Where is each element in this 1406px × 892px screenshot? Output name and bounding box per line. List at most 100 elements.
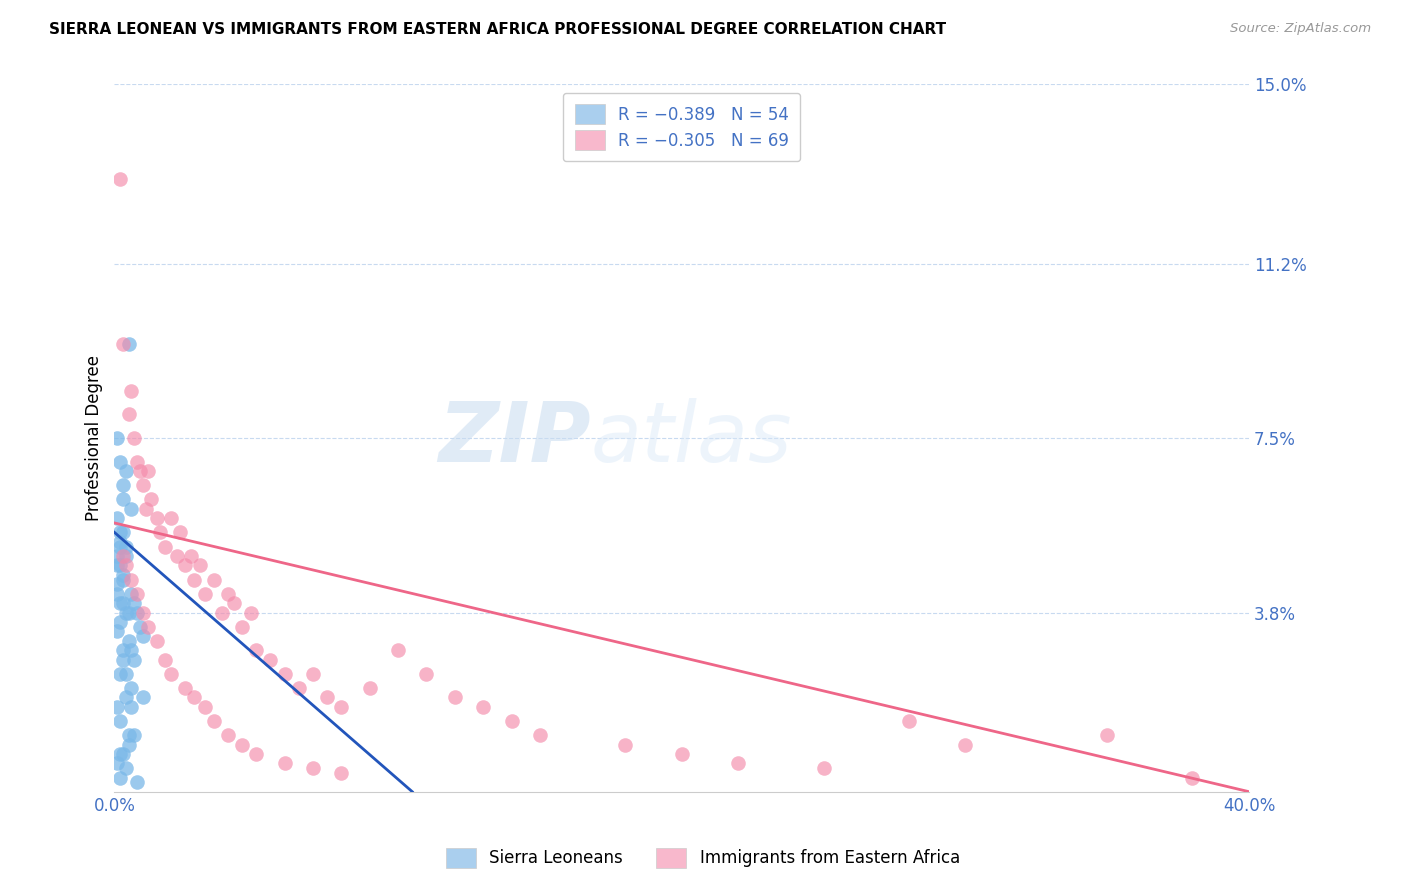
Point xyxy=(141,492,163,507)
Text: atlas: atlas xyxy=(591,398,793,479)
Point xyxy=(146,511,169,525)
Point xyxy=(120,501,142,516)
Point xyxy=(211,606,233,620)
Point xyxy=(120,643,142,657)
Point xyxy=(245,747,267,761)
Point xyxy=(129,620,152,634)
Point xyxy=(114,666,136,681)
Point xyxy=(183,573,205,587)
Point xyxy=(105,699,128,714)
Point xyxy=(387,643,409,657)
Point xyxy=(359,681,381,695)
Point xyxy=(108,596,131,610)
Point xyxy=(122,653,145,667)
Point xyxy=(120,587,142,601)
Text: ZIP: ZIP xyxy=(439,398,591,479)
Point xyxy=(114,558,136,573)
Point xyxy=(1095,728,1118,742)
Point xyxy=(111,573,134,587)
Point xyxy=(132,478,155,492)
Point xyxy=(127,775,149,789)
Point xyxy=(117,738,139,752)
Point xyxy=(302,666,325,681)
Legend: Sierra Leoneans, Immigrants from Eastern Africa: Sierra Leoneans, Immigrants from Eastern… xyxy=(434,837,972,880)
Point xyxy=(105,511,128,525)
Point xyxy=(183,690,205,705)
Point xyxy=(132,690,155,705)
Point xyxy=(202,714,225,728)
Point xyxy=(114,549,136,563)
Point xyxy=(122,596,145,610)
Point xyxy=(108,747,131,761)
Point xyxy=(111,549,134,563)
Point xyxy=(114,540,136,554)
Point xyxy=(111,747,134,761)
Point xyxy=(472,699,495,714)
Point xyxy=(222,596,245,610)
Point xyxy=(194,699,217,714)
Point xyxy=(117,606,139,620)
Point xyxy=(122,728,145,742)
Point xyxy=(501,714,523,728)
Point xyxy=(120,681,142,695)
Point xyxy=(105,577,128,591)
Point xyxy=(529,728,551,742)
Point xyxy=(169,525,191,540)
Point xyxy=(111,596,134,610)
Point xyxy=(146,633,169,648)
Text: SIERRA LEONEAN VS IMMIGRANTS FROM EASTERN AFRICA PROFESSIONAL DEGREE CORRELATION: SIERRA LEONEAN VS IMMIGRANTS FROM EASTER… xyxy=(49,22,946,37)
Point xyxy=(105,431,128,445)
Point xyxy=(138,620,160,634)
Point xyxy=(813,761,835,775)
Point xyxy=(166,549,188,563)
Point xyxy=(671,747,693,761)
Point xyxy=(273,666,295,681)
Point xyxy=(117,728,139,742)
Point xyxy=(108,714,131,728)
Point xyxy=(117,408,139,422)
Point xyxy=(105,558,128,573)
Point xyxy=(114,690,136,705)
Point xyxy=(259,653,281,667)
Point xyxy=(114,464,136,478)
Point xyxy=(330,765,353,780)
Point xyxy=(117,336,139,351)
Point xyxy=(727,756,749,771)
Point xyxy=(1181,771,1204,785)
Point xyxy=(614,738,637,752)
Point xyxy=(155,540,177,554)
Point xyxy=(108,534,131,549)
Point xyxy=(174,558,197,573)
Text: Source: ZipAtlas.com: Source: ZipAtlas.com xyxy=(1230,22,1371,36)
Point xyxy=(120,573,142,587)
Point xyxy=(155,653,177,667)
Point xyxy=(127,606,149,620)
Point xyxy=(120,384,142,398)
Point xyxy=(897,714,920,728)
Legend: R = −0.389   N = 54, R = −0.305   N = 69: R = −0.389 N = 54, R = −0.305 N = 69 xyxy=(562,93,800,161)
Point xyxy=(120,699,142,714)
Point xyxy=(138,464,160,478)
Point xyxy=(160,666,183,681)
Point xyxy=(316,690,339,705)
Point xyxy=(217,728,239,742)
Point xyxy=(415,666,437,681)
Point xyxy=(231,620,253,634)
Point xyxy=(273,756,295,771)
Point xyxy=(111,643,134,657)
Point xyxy=(111,492,134,507)
Point xyxy=(302,761,325,775)
Point xyxy=(108,771,131,785)
Point xyxy=(955,738,977,752)
Point xyxy=(111,525,134,540)
Point xyxy=(108,558,131,573)
Point xyxy=(194,587,217,601)
Point xyxy=(149,525,172,540)
Point xyxy=(108,540,131,554)
Point xyxy=(108,666,131,681)
Point xyxy=(105,587,128,601)
Point xyxy=(231,738,253,752)
Point xyxy=(160,511,183,525)
Point xyxy=(111,336,134,351)
Point xyxy=(443,690,465,705)
